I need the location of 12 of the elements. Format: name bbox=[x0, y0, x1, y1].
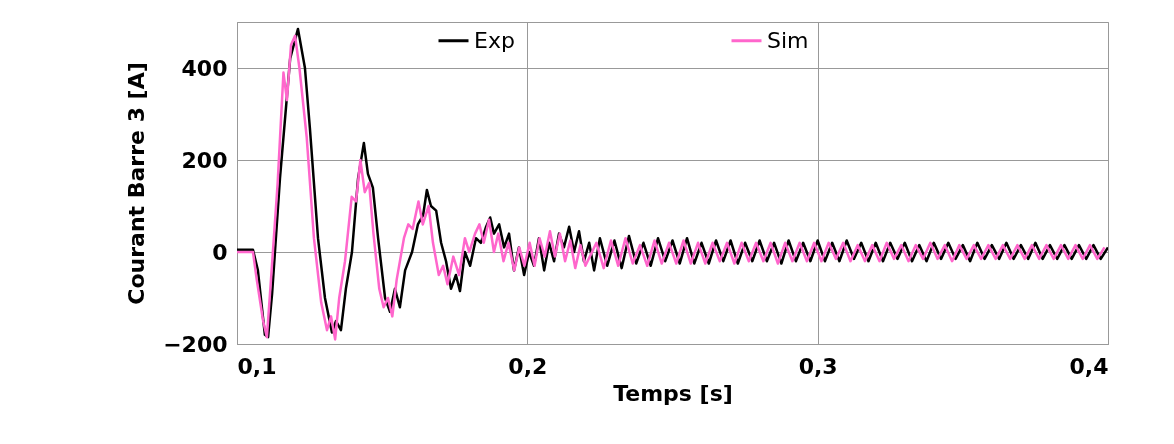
y-tick-label: 200 bbox=[181, 147, 228, 173]
legend-label: Sim bbox=[767, 27, 809, 53]
x-axis-title: Temps [s] bbox=[613, 380, 733, 406]
y-tick-label: 400 bbox=[181, 55, 228, 81]
x-tick-label: 0,2 bbox=[508, 353, 548, 379]
x-tick-label: 0,1 bbox=[237, 353, 277, 379]
legend-label: Exp bbox=[474, 27, 515, 53]
y-tick-label: −200 bbox=[163, 331, 228, 357]
y-axis-title: Courant Barre 3 [A] bbox=[124, 62, 150, 305]
y-tick-label: 0 bbox=[212, 239, 228, 265]
x-tick-label: 0,4 bbox=[1069, 353, 1109, 379]
x-tick-label: 0,3 bbox=[798, 353, 838, 379]
